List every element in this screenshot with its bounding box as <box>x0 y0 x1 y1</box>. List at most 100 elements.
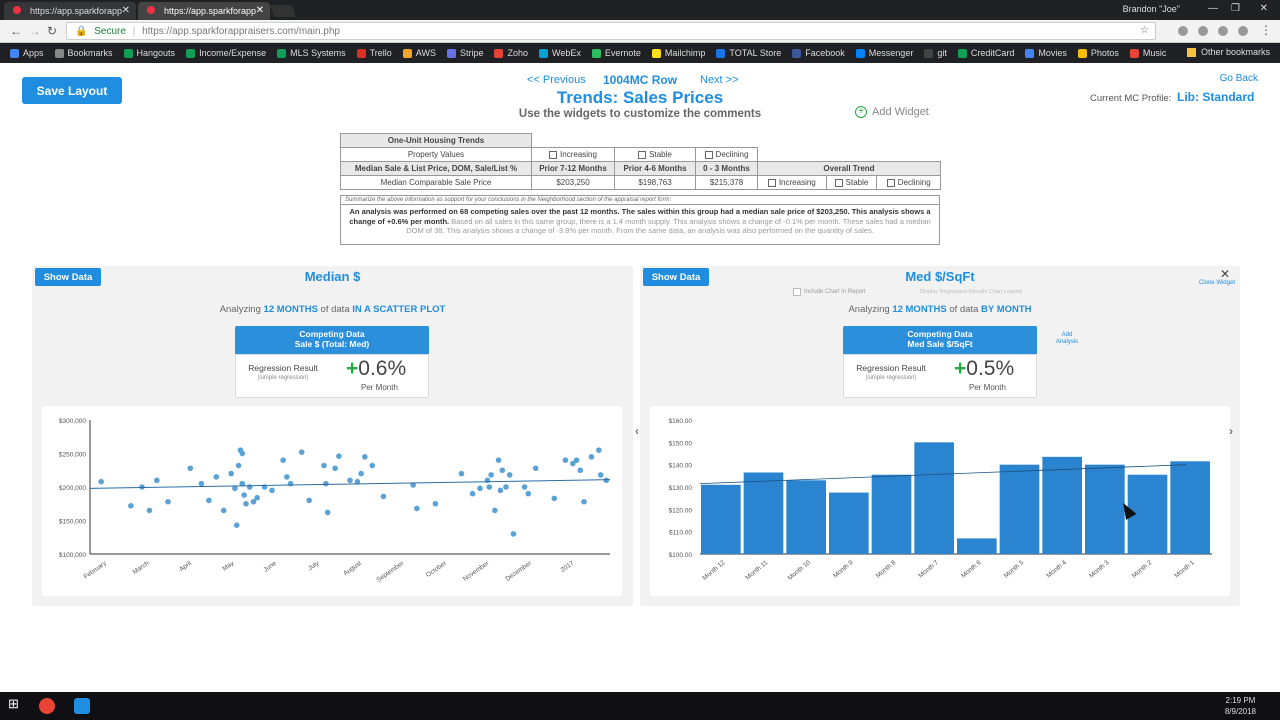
bookmark-aws[interactable]: AWS <box>402 48 436 58</box>
scatter-point <box>486 484 493 490</box>
summary-comment-box[interactable]: Summarize the above information as suppo… <box>340 195 940 245</box>
chevron-right-icon[interactable]: › <box>1229 424 1233 438</box>
extension-icon[interactable] <box>1198 26 1208 36</box>
checkbox[interactable] <box>638 150 647 159</box>
x-tick-label: Month 3 <box>1088 559 1111 580</box>
include-chart-option[interactable]: Include Chart in Report <box>793 288 866 296</box>
competing-data-header[interactable]: Competing Data Med Sale $/SqFt <box>843 326 1037 354</box>
checkbox[interactable] <box>886 178 895 187</box>
bookmark-total-store[interactable]: TOTAL Store <box>716 48 781 58</box>
bookmark-webex[interactable]: WebEx <box>539 48 581 58</box>
checkbox[interactable] <box>834 178 843 187</box>
extension-icon[interactable] <box>1238 26 1248 36</box>
add-widget-button[interactable]: + Add Widget <box>855 106 929 118</box>
analysis-mode[interactable]: IN A SCATTER PLOT <box>352 304 446 315</box>
bookmark-messenger[interactable]: Messenger <box>855 48 913 58</box>
bookmark-income-expense[interactable]: Income/Expense <box>186 48 266 58</box>
checkbox[interactable] <box>793 288 801 296</box>
competing-data-header[interactable]: Competing Data Sale $ (Total: Med) <box>235 326 429 354</box>
overall-stable-option[interactable]: Stable <box>825 175 878 190</box>
go-back-link[interactable]: Go Back <box>1219 73 1258 84</box>
url-bar[interactable]: 🔒 Secure | https://app.sparkforappraiser… <box>66 22 1156 40</box>
bookmark-bookmarks[interactable]: Bookmarks <box>54 48 113 58</box>
scatter-point <box>187 465 194 472</box>
profile-value[interactable]: Lib: Standard <box>1177 90 1255 104</box>
bookmark-trello[interactable]: Trello <box>356 48 392 58</box>
bar-chart-area: $100.00 $110.00 $120.00 $130.00 $140.00 $150.… <box>650 406 1230 596</box>
increasing-option[interactable]: Increasing <box>531 147 615 162</box>
show-data-button[interactable]: Show Data <box>35 268 101 286</box>
checkbox[interactable] <box>704 150 713 159</box>
save-layout-button[interactable]: Save Layout <box>22 77 122 104</box>
declining-option[interactable]: Declining <box>695 147 758 162</box>
show-data-button[interactable]: Show Data <box>643 268 709 286</box>
bookmark-icon <box>1077 48 1087 58</box>
bar <box>1042 456 1082 554</box>
display-options[interactable]: Display Regression Results Chart Legend <box>920 289 1023 295</box>
checkbox[interactable] <box>549 150 558 159</box>
add-analysis-link[interactable]: Add Analysis <box>1055 332 1079 345</box>
scatter-point <box>128 502 134 509</box>
bookmark-creditcard[interactable]: CreditCard <box>957 48 1014 58</box>
overall-declining-option[interactable]: Declining <box>876 175 941 190</box>
bookmark-evernote[interactable]: Evernote <box>591 48 641 58</box>
browser-user[interactable]: Brandon "Joe" <box>1122 4 1180 14</box>
option-label: Stable <box>649 150 672 159</box>
period-header: Prior 7-12 Months <box>531 161 615 176</box>
x-tick-label: December <box>504 559 533 582</box>
close-tab-icon[interactable]: ✕ <box>255 5 264 16</box>
analyze-mid: of data <box>949 304 979 315</box>
chrome-icon[interactable] <box>39 698 55 714</box>
bookmark-photos[interactable]: Photos <box>1077 48 1119 58</box>
windows-start-icon[interactable]: ⊞ <box>8 696 19 711</box>
bookmark-hangouts[interactable]: Hangouts <box>123 48 175 58</box>
extension-icon[interactable] <box>1218 26 1228 36</box>
scatter-point <box>246 484 253 490</box>
minimize-icon[interactable]: — <box>1208 3 1218 14</box>
x-tick-label: Month 5 <box>1003 559 1026 580</box>
checkbox[interactable] <box>767 178 776 187</box>
previous-link[interactable]: << Previous <box>527 74 586 86</box>
close-tab-icon[interactable]: ✕ <box>121 5 130 16</box>
extension-icon[interactable] <box>1178 26 1188 36</box>
chevron-left-icon[interactable]: ‹ <box>635 424 639 438</box>
star-icon[interactable]: ☆ <box>1140 25 1149 36</box>
browser-tab[interactable]: https://app.sparkforapp ✕ <box>4 2 136 20</box>
bookmark-mls-systems[interactable]: MLS Systems <box>277 48 346 58</box>
browser-tab-active[interactable]: https://app.sparkforapp ✕ <box>138 2 270 20</box>
bar <box>701 484 741 554</box>
reload-icon[interactable]: ↻ <box>47 24 58 38</box>
menu-icon[interactable]: ⋮ <box>1260 23 1272 37</box>
bookmark-zoho[interactable]: Zoho <box>494 48 528 58</box>
bookmark-movies[interactable]: Movies <box>1025 48 1067 58</box>
close-window-icon[interactable]: ✕ <box>1259 3 1268 14</box>
bookmark-stripe[interactable]: Stripe <box>446 48 483 58</box>
clone-widget-link[interactable]: Clone Widget <box>1198 280 1235 286</box>
regression-sign: + <box>954 357 967 380</box>
clock[interactable]: 2:19 PM 8/9/2018 <box>1225 695 1256 717</box>
table-section-title: One-Unit Housing Trends <box>340 133 532 148</box>
bookmark-music[interactable]: Music <box>1129 48 1166 58</box>
next-link[interactable]: Next >> <box>700 74 739 86</box>
bookmark-mailchimp[interactable]: Mailchimp <box>651 48 705 58</box>
close-widget-icon[interactable]: ✕ <box>1219 267 1230 281</box>
analysis-mode[interactable]: BY MONTH <box>981 304 1032 315</box>
bookmark-apps[interactable]: Apps <box>10 48 44 58</box>
back-icon[interactable]: ← <box>10 24 22 38</box>
restore-icon[interactable]: ❐ <box>1231 3 1240 14</box>
overall-increasing-option[interactable]: Increasing <box>757 175 827 190</box>
other-bookmarks[interactable]: Other bookmarks <box>1186 47 1270 57</box>
bookmark-icon <box>539 48 548 58</box>
scatter-point <box>570 460 576 467</box>
stable-option[interactable]: Stable <box>614 147 696 162</box>
new-tab-button[interactable] <box>269 5 297 17</box>
bookmark-git[interactable]: git <box>924 48 947 58</box>
file-explorer-icon[interactable] <box>74 698 90 714</box>
analysis-period[interactable]: 12 MONTHS <box>892 304 947 315</box>
table-cell-value: $198,763 <box>614 175 696 190</box>
scatter-chart-area: $100,000 $150,000 $200,000 $250,000 $300,000… <box>42 406 622 596</box>
analysis-period[interactable]: 12 MONTHS <box>263 304 318 315</box>
scatter-point <box>369 462 376 469</box>
forward-icon[interactable]: → <box>29 24 41 38</box>
bookmark-facebook[interactable]: Facebook <box>792 48 845 58</box>
